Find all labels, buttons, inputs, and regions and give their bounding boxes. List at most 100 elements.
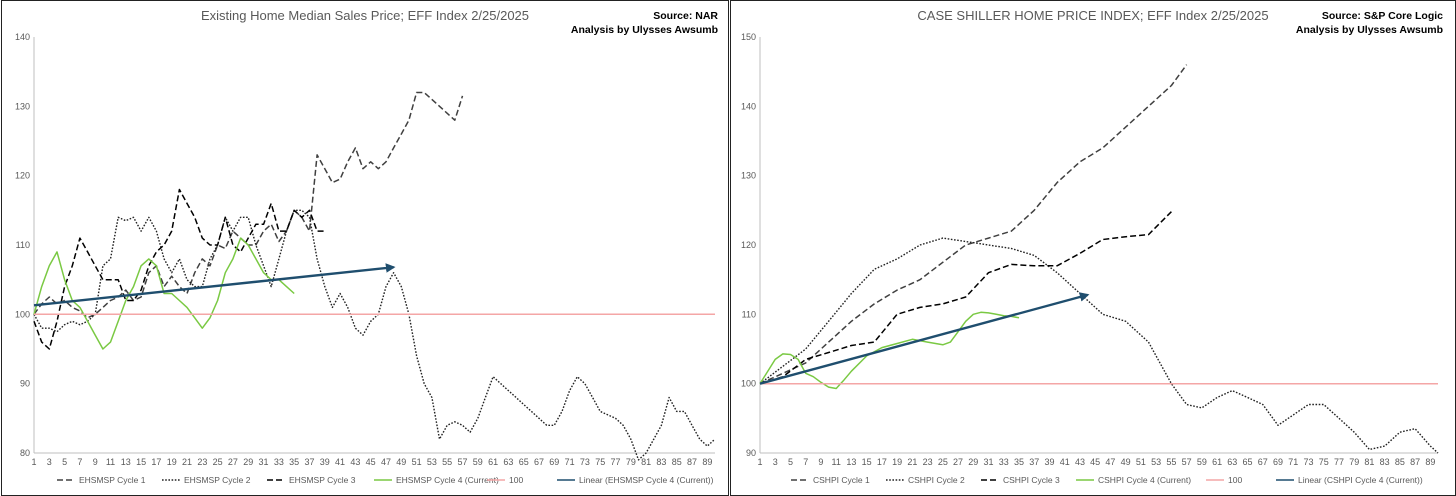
x-tick-label: 19 [167,457,177,467]
y-tick-label: 110 [16,240,30,250]
x-tick-label: 9 [818,457,823,467]
x-tick-label: 61 [1212,457,1222,467]
x-tick-label: 85 [672,457,682,467]
x-tick-label: 3 [773,457,778,467]
chart-cshpi: CASE SHILLER HOME PRICE INDEX; EFF Index… [741,8,1443,485]
x-tick-label: 23 [923,457,933,467]
x-tick-label: 29 [968,457,978,467]
x-tick-label: 65 [519,457,529,467]
x-tick-label: 43 [1075,457,1085,467]
x-tick-label: 5 [62,457,67,467]
x-tick-label: 41 [335,457,345,467]
x-tick-label: 47 [1105,457,1115,467]
series-line-0 [33,91,464,319]
x-tick-label: 71 [1288,457,1298,467]
chart-panel-ehsmsp: Existing Home Median Sales Price; EFF In… [1,0,729,496]
series-line-1 [759,237,1439,454]
x-tick-label: 3 [47,457,52,467]
x-tick-label: 57 [457,457,467,467]
x-tick-label: 19 [892,457,902,467]
chart-title: CASE SHILLER HOME PRICE INDEX; EFF Index… [917,8,1268,23]
x-tick-label: 31 [259,457,269,467]
x-tick-label: 89 [1425,457,1435,467]
series-line-5 [759,292,1090,385]
x-tick-label: 81 [1364,457,1374,467]
x-tick-label: 79 [626,457,636,467]
x-tick-label: 75 [1319,457,1329,467]
x-tick-label: 41 [1060,457,1070,467]
x-tick-label: 15 [136,457,146,467]
x-tick-label: 1 [31,457,36,467]
x-tick-label: 21 [182,457,192,467]
x-tick-label: 45 [366,457,376,467]
legend-label: CSHPI Cycle 2 [908,475,965,485]
legend-label: EHSMSP Cycle 3 [289,475,356,485]
legend-label: Linear (EHSMSP Cycle 4 (Current)) [579,475,714,485]
x-tick-label: 35 [1014,457,1024,467]
x-tick-label: 53 [427,457,437,467]
x-tick-label: 25 [213,457,223,467]
x-tick-label: 87 [687,457,697,467]
x-tick-label: 65 [1243,457,1253,467]
y-tick-label: 120 [741,240,756,250]
x-tick-label: 69 [549,457,559,467]
x-tick-label: 81 [641,457,651,467]
chart-analysis-credit: Analysis by Ulysses Awsumb [571,24,718,36]
legend-label: 100 [509,475,523,485]
x-tick-label: 67 [1258,457,1268,467]
x-tick-label: 63 [1227,457,1237,467]
x-tick-label: 49 [396,457,406,467]
legend-label: CSHPI Cycle 3 [1003,475,1060,485]
x-tick-label: 7 [803,457,808,467]
x-tick-label: 17 [151,457,161,467]
x-tick-label: 77 [1334,457,1344,467]
x-tick-label: 37 [304,457,314,467]
x-tick-label: 23 [197,457,207,467]
series-line-0 [759,64,1188,385]
x-tick-label: 49 [1121,457,1131,467]
chart-title: Existing Home Median Sales Price; EFF In… [201,8,529,23]
x-tick-label: 35 [289,457,299,467]
x-tick-label: 31 [984,457,994,467]
x-tick-label: 83 [656,457,666,467]
series-line-3 [759,311,1020,390]
y-tick-label: 90 [20,379,30,389]
series-line-2 [33,188,325,350]
legend-label: Linear (CSHPI Cycle 4 (Current)) [1298,475,1423,485]
x-tick-label: 39 [320,457,330,467]
x-tick-label: 25 [938,457,948,467]
x-tick-label: 69 [1273,457,1283,467]
x-tick-label: 27 [953,457,963,467]
series-line-5 [33,263,396,307]
x-tick-label: 33 [999,457,1009,467]
chart-source: Source: NAR [653,10,718,22]
chart-source: Source: S&P Core Logic [1322,10,1443,22]
y-tick-label: 140 [15,32,30,42]
x-tick-label: 51 [1136,457,1146,467]
x-tick-label: 5 [788,457,793,467]
x-tick-label: 1 [757,457,762,467]
y-tick-label: 110 [742,309,756,319]
x-tick-label: 63 [503,457,513,467]
x-tick-label: 57 [1182,457,1192,467]
x-tick-label: 67 [534,457,544,467]
x-tick-label: 55 [442,457,452,467]
x-tick-label: 77 [611,457,621,467]
x-tick-label: 7 [77,457,82,467]
x-tick-label: 59 [473,457,483,467]
x-tick-label: 27 [228,457,238,467]
x-tick-label: 37 [1029,457,1039,467]
x-tick-label: 9 [93,457,98,467]
x-tick-label: 53 [1151,457,1161,467]
x-tick-label: 11 [832,457,841,467]
x-tick-label: 73 [1303,457,1313,467]
x-tick-label: 89 [702,457,712,467]
x-tick-label: 39 [1044,457,1054,467]
x-tick-label: 75 [595,457,605,467]
series-line-1 [33,209,716,461]
y-tick-label: 150 [741,32,756,42]
legend-label: CSHPI Cycle 4 (Current) [1098,475,1191,485]
legend-label: EHSMSP Cycle 2 [184,475,251,485]
x-tick-label: 73 [580,457,590,467]
legend-label: CSHPI Cycle 1 [813,475,870,485]
